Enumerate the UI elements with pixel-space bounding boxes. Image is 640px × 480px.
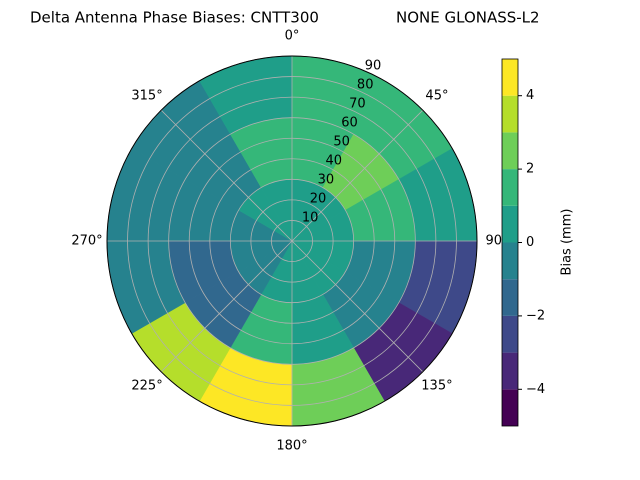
grid-spoke [160, 240, 293, 373]
colorbar-tick-label: −4 [526, 382, 545, 397]
colorbar-segment [502, 242, 518, 280]
r-tick-label: 10 [302, 211, 319, 226]
colorbar-segment [502, 169, 518, 206]
theta-tick-label: 135° [421, 378, 452, 393]
r-tick-label: 50 [333, 135, 350, 150]
r-tick-label: 40 [325, 154, 342, 169]
theta-tick-label: 315° [131, 89, 162, 104]
theta-tick-label: 45° [425, 89, 448, 104]
colorbar-tick-label: 2 [526, 162, 534, 177]
theta-tick-label: 225° [131, 378, 162, 393]
r-tick-label: 90 [365, 59, 382, 74]
theta-tick-label: 180° [276, 439, 307, 454]
colorbar-label: Bias (mm) [560, 209, 575, 276]
r-tick-label: 70 [349, 97, 366, 112]
chart-subtitle: NONE GLONASS-L2 [396, 9, 540, 27]
grid-spoke [291, 109, 424, 242]
r-tick-label: 20 [310, 192, 327, 207]
grid-spoke [291, 240, 424, 373]
grid-spoke [160, 109, 293, 242]
r-tick-label: 30 [318, 173, 335, 188]
colorbar-segment [502, 205, 518, 243]
theta-tick-label: 0° [285, 29, 300, 44]
colorbar-segment [502, 95, 518, 133]
colorbar-segment [502, 315, 518, 353]
colorbar-tick-label: −2 [526, 308, 545, 323]
colorbar-segment [502, 352, 518, 390]
colorbar-tick-label: 0 [526, 235, 534, 250]
r-tick-label: 60 [341, 116, 358, 131]
colorbar-segment [502, 279, 518, 316]
theta-tick-label: 270° [71, 234, 102, 249]
polar-frame [106, 55, 478, 427]
colorbar-segment [502, 389, 518, 426]
colorbar-segment [502, 132, 518, 170]
chart-title: Delta Antenna Phase Biases: CNTT300 [30, 9, 319, 27]
colorbar-segment [502, 59, 518, 96]
colorbar-tick-label: 4 [526, 88, 534, 103]
r-tick-label: 80 [357, 78, 374, 93]
